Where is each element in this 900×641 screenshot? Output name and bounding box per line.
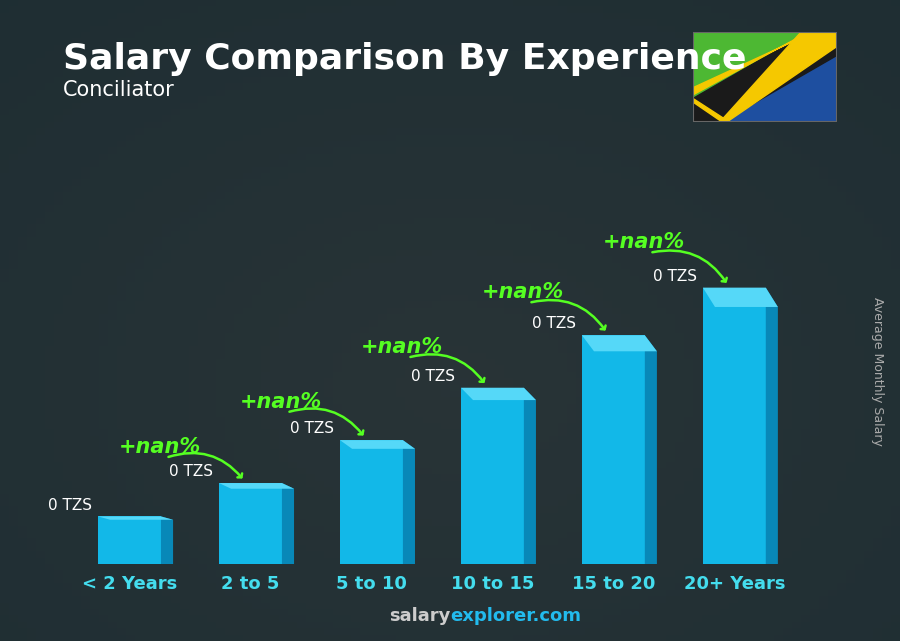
Polygon shape bbox=[461, 388, 536, 400]
Text: Salary Comparison By Experience: Salary Comparison By Experience bbox=[63, 42, 746, 76]
Polygon shape bbox=[693, 99, 729, 122]
Polygon shape bbox=[693, 32, 837, 122]
Polygon shape bbox=[703, 288, 778, 307]
Text: 0 TZS: 0 TZS bbox=[290, 421, 334, 437]
Text: explorer.com: explorer.com bbox=[450, 607, 581, 625]
Polygon shape bbox=[644, 335, 657, 564]
Polygon shape bbox=[693, 32, 837, 122]
Text: 0 TZS: 0 TZS bbox=[48, 497, 92, 513]
Polygon shape bbox=[524, 388, 536, 564]
Bar bbox=[582, 335, 644, 564]
Text: 0 TZS: 0 TZS bbox=[652, 269, 697, 284]
Text: +nan%: +nan% bbox=[361, 337, 443, 357]
Bar bbox=[340, 440, 403, 564]
Text: +nan%: +nan% bbox=[119, 437, 201, 457]
Text: salary: salary bbox=[389, 607, 450, 625]
Bar bbox=[219, 483, 282, 564]
Polygon shape bbox=[766, 288, 778, 564]
Polygon shape bbox=[98, 517, 173, 520]
Text: Average Monthly Salary: Average Monthly Salary bbox=[871, 297, 884, 446]
Text: 0 TZS: 0 TZS bbox=[169, 464, 213, 479]
Polygon shape bbox=[582, 335, 657, 351]
Text: 0 TZS: 0 TZS bbox=[411, 369, 454, 384]
Polygon shape bbox=[340, 440, 415, 449]
Polygon shape bbox=[282, 483, 294, 564]
Text: +nan%: +nan% bbox=[239, 392, 322, 412]
Polygon shape bbox=[403, 440, 415, 564]
Text: +nan%: +nan% bbox=[482, 282, 563, 302]
Polygon shape bbox=[693, 32, 837, 122]
Polygon shape bbox=[693, 32, 814, 95]
Bar bbox=[98, 517, 161, 564]
Bar bbox=[703, 288, 766, 564]
Polygon shape bbox=[720, 32, 837, 122]
Bar bbox=[461, 388, 524, 564]
Polygon shape bbox=[161, 517, 173, 564]
Text: 0 TZS: 0 TZS bbox=[532, 317, 576, 331]
Text: Conciliator: Conciliator bbox=[63, 80, 175, 100]
Polygon shape bbox=[219, 483, 294, 488]
Text: +nan%: +nan% bbox=[602, 232, 685, 252]
